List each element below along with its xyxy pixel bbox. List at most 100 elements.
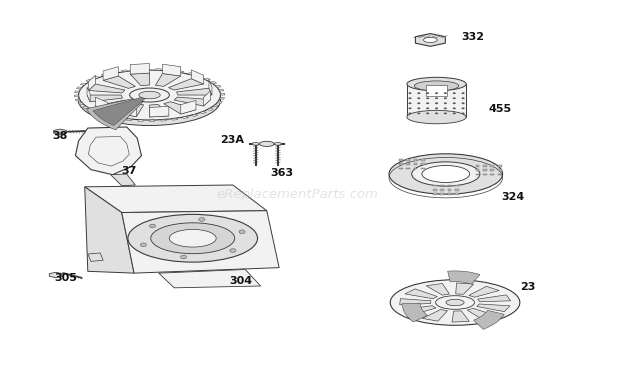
Ellipse shape — [412, 162, 480, 186]
Polygon shape — [103, 76, 135, 88]
Polygon shape — [75, 99, 81, 101]
Polygon shape — [126, 119, 132, 121]
Polygon shape — [74, 91, 79, 93]
Bar — [440, 185, 444, 186]
Circle shape — [461, 102, 464, 104]
Polygon shape — [192, 70, 203, 84]
Circle shape — [409, 107, 412, 109]
Polygon shape — [144, 68, 149, 70]
Polygon shape — [86, 80, 92, 82]
Bar — [498, 165, 502, 166]
Bar — [483, 174, 487, 175]
Circle shape — [426, 102, 429, 104]
Polygon shape — [187, 73, 193, 75]
Bar — [421, 168, 425, 169]
Circle shape — [409, 102, 412, 104]
Ellipse shape — [274, 142, 281, 145]
Polygon shape — [88, 253, 104, 261]
Polygon shape — [87, 87, 90, 102]
Polygon shape — [122, 70, 128, 72]
Polygon shape — [477, 304, 510, 312]
Circle shape — [199, 218, 205, 221]
Polygon shape — [403, 306, 436, 315]
Polygon shape — [130, 73, 149, 85]
Polygon shape — [426, 85, 447, 96]
Polygon shape — [191, 114, 198, 117]
Circle shape — [435, 97, 438, 99]
Polygon shape — [196, 75, 203, 77]
Polygon shape — [207, 108, 213, 111]
Circle shape — [461, 92, 464, 94]
Polygon shape — [74, 95, 79, 97]
Text: 455: 455 — [489, 104, 512, 114]
Bar — [490, 174, 494, 175]
Text: 304: 304 — [230, 276, 253, 286]
Bar — [421, 163, 425, 165]
Polygon shape — [156, 74, 181, 86]
Bar — [455, 189, 459, 191]
Circle shape — [435, 107, 438, 109]
Polygon shape — [85, 187, 134, 273]
Circle shape — [453, 107, 456, 109]
Polygon shape — [204, 78, 210, 80]
Bar — [414, 163, 417, 165]
Polygon shape — [177, 71, 184, 73]
Circle shape — [149, 224, 156, 228]
Polygon shape — [95, 100, 131, 111]
Polygon shape — [452, 311, 469, 322]
Polygon shape — [89, 84, 125, 93]
Polygon shape — [103, 67, 118, 80]
Ellipse shape — [446, 299, 464, 306]
Circle shape — [426, 112, 429, 114]
Bar — [406, 168, 410, 169]
Circle shape — [453, 92, 456, 94]
Bar — [483, 169, 487, 171]
Polygon shape — [200, 111, 206, 114]
Circle shape — [444, 107, 447, 109]
Ellipse shape — [252, 142, 259, 145]
Circle shape — [417, 107, 420, 109]
Polygon shape — [95, 97, 108, 111]
Circle shape — [444, 97, 447, 99]
Bar — [498, 169, 502, 171]
Polygon shape — [133, 69, 138, 71]
Ellipse shape — [436, 296, 474, 309]
Polygon shape — [156, 69, 161, 70]
Bar — [414, 168, 417, 169]
Circle shape — [435, 112, 438, 114]
Polygon shape — [53, 129, 66, 134]
Bar — [399, 168, 402, 169]
Polygon shape — [149, 105, 169, 117]
Bar — [476, 174, 479, 175]
Circle shape — [435, 92, 438, 94]
Circle shape — [461, 112, 464, 114]
Polygon shape — [181, 100, 196, 114]
Wedge shape — [93, 95, 149, 125]
Text: 23A: 23A — [221, 135, 244, 145]
Circle shape — [426, 107, 429, 109]
Ellipse shape — [130, 88, 169, 102]
Polygon shape — [130, 64, 149, 74]
Text: 324: 324 — [502, 192, 525, 202]
Polygon shape — [76, 127, 141, 175]
Bar — [483, 165, 487, 166]
Bar — [440, 189, 444, 191]
Bar — [476, 165, 479, 166]
Bar — [406, 163, 410, 165]
Bar — [406, 159, 410, 161]
Circle shape — [461, 107, 464, 109]
Bar — [490, 165, 494, 166]
Ellipse shape — [79, 75, 221, 125]
Polygon shape — [101, 74, 108, 76]
Wedge shape — [448, 271, 480, 284]
Polygon shape — [220, 93, 225, 95]
Polygon shape — [213, 105, 219, 107]
Text: 37: 37 — [122, 166, 137, 176]
Bar — [433, 185, 436, 186]
Polygon shape — [115, 117, 122, 120]
Circle shape — [239, 230, 245, 233]
Polygon shape — [217, 101, 223, 103]
Circle shape — [409, 97, 412, 99]
Polygon shape — [210, 81, 216, 84]
Circle shape — [230, 249, 236, 252]
